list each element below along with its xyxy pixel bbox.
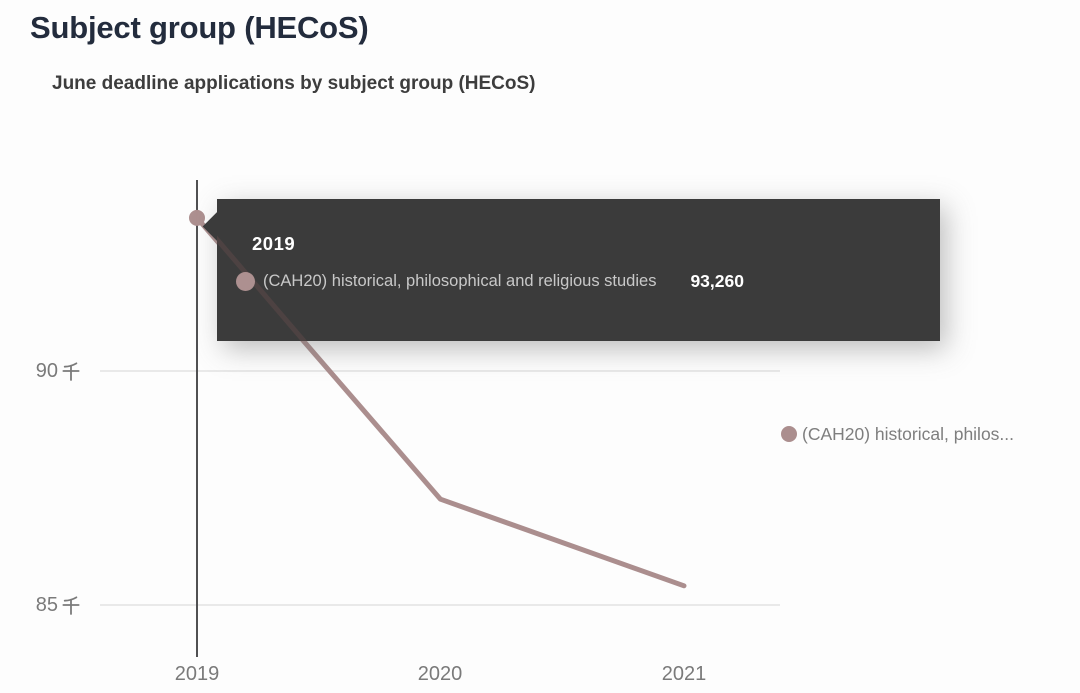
thousand-unit-glyph bbox=[62, 596, 80, 615]
thousand-unit-glyph bbox=[62, 362, 80, 381]
y-tick-85k-value: 85 bbox=[35, 594, 58, 616]
y-tick-85k: 85 bbox=[0, 593, 80, 617]
y-tick-90k: 90 bbox=[0, 359, 80, 383]
gridline-90k bbox=[100, 370, 780, 372]
chart-tooltip: 2019 (CAH20) historical, philosophical a… bbox=[202, 199, 940, 341]
hover-ruler-line bbox=[196, 180, 198, 657]
y-tick-90k-value: 90 bbox=[35, 360, 58, 382]
highlighted-point[interactable] bbox=[189, 209, 205, 226]
tooltip-content: 2019 (CAH20) historical, philosophical a… bbox=[217, 199, 940, 341]
tooltip-series-value: 93,260 bbox=[690, 271, 744, 291]
x-tick-2019: 2019 bbox=[174, 663, 220, 685]
tooltip-series-label: (CAH20) historical, philosophical and re… bbox=[263, 272, 657, 290]
gridline-85k bbox=[100, 604, 780, 606]
chart-subtitle: June deadline applications by subject gr… bbox=[52, 73, 536, 94]
page-title: Subject group (HECoS) bbox=[30, 10, 369, 45]
legend-series-label: (CAH20) historical, philos... bbox=[802, 423, 1015, 444]
legend-series-dot bbox=[781, 426, 797, 442]
tooltip-year: 2019 bbox=[252, 233, 296, 254]
x-tick-2021: 2021 bbox=[661, 663, 707, 685]
legend-item-cah20[interactable]: (CAH20) historical, philos... bbox=[781, 422, 1080, 446]
x-tick-2020: 2020 bbox=[417, 663, 463, 685]
tooltip-series-dot bbox=[236, 272, 255, 291]
tooltip-series-row: (CAH20) historical, philosophical and re… bbox=[236, 271, 744, 292]
tooltip-line-overlay bbox=[217, 199, 940, 341]
